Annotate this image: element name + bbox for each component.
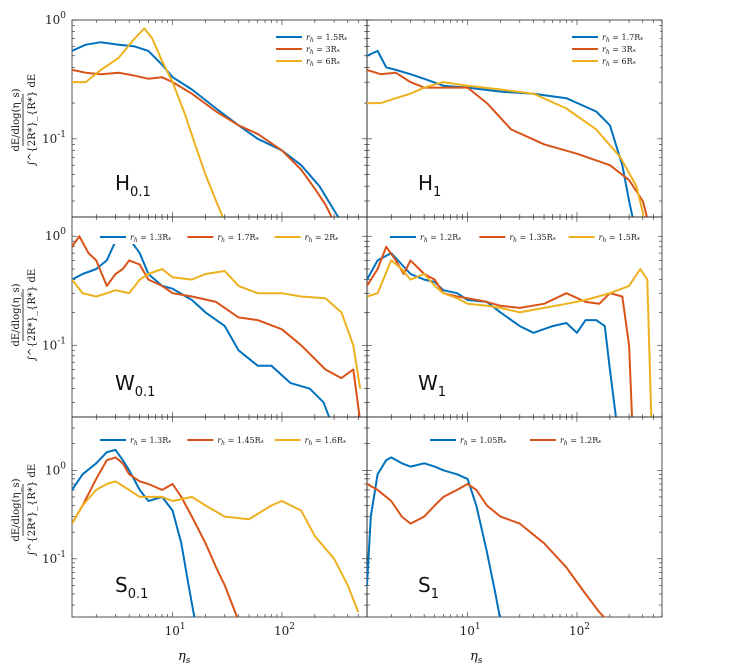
series-line-orange — [72, 456, 239, 617]
legend-entry: rh = 3R* — [602, 45, 636, 56]
panel-label: S0.1 — [115, 573, 148, 602]
legend-entry: rh = 1.3R* — [130, 436, 171, 447]
y-label-denominator: ∫^{2R*}_{R*} dE — [27, 269, 38, 361]
series-line-blue — [72, 448, 196, 617]
legend-entry: rh = 1.2R* — [420, 233, 461, 244]
legend-entry: rh = 1.6R* — [305, 436, 346, 447]
y-axis-label-row1: dE/dlog(η_s) ∫^{2R*}_{R*} dE — [11, 74, 38, 166]
panel-w01: 100 10-1 W0.1 rh = 1.3R* rh = 1.7R* rh = 2R* — [42, 216, 368, 418]
x-tick-label: 101 — [165, 622, 186, 638]
y-tick-label: 10-1 — [42, 130, 66, 146]
y-label-numerator: dE/dlog(η_s) — [11, 283, 22, 346]
x-tick-label: 102 — [274, 622, 295, 638]
legend-entry: rh = 6R* — [306, 57, 340, 68]
series-line-blue — [367, 49, 634, 217]
x-axis-label-left: ηs — [178, 649, 191, 666]
y-label-numerator: dE/dlog(η_s) — [11, 478, 22, 541]
y-label-numerator: dE/dlog(η_s) — [11, 88, 22, 151]
series-line-yellow — [72, 480, 360, 613]
x-tick-label: 101 — [460, 622, 481, 638]
x-axis-label-right: ηs — [470, 649, 483, 666]
legend: rh = 1.3R* rh = 1.7R* rh = 2R* — [100, 230, 362, 244]
panel-h1: H1 rh = 1.7R*rh = 3R*rh = 6R* — [366, 19, 663, 218]
legend: rh = 1.7R*rh = 3R*rh = 6R* — [568, 30, 660, 70]
legend-entry: rh = 1.45R* — [217, 436, 263, 447]
y-tick-label: 100 — [45, 461, 66, 477]
y-tick-label: 100 — [45, 227, 66, 243]
legend: rh = 1.3R* rh = 1.45R* rh = 1.6R* — [100, 433, 362, 447]
series-line-yellow — [367, 81, 645, 217]
legend-entry: rh = 1.3R* — [130, 233, 171, 244]
legend-entry: rh = 1.35R* — [509, 233, 555, 244]
panel-label: H1 — [418, 171, 441, 200]
series-line-blue — [72, 232, 331, 417]
series-line-yellow — [72, 268, 362, 389]
series-line-orange — [72, 68, 333, 217]
series-line-yellow — [72, 27, 224, 217]
legend-entry: rh = 1.5R* — [306, 33, 347, 44]
panel-w1: W1 rh = 1.2R* rh = 1.35R* rh = 1.5R* — [366, 216, 663, 418]
panel-h01: 100 10-1 H0.1 rh = 1.5R*rh = 3R*rh = 6R* — [42, 11, 368, 218]
panel-label: W0.1 — [115, 371, 155, 400]
legend-entry: rh = 1.7R* — [602, 33, 643, 44]
legend-entry: rh = 1.7R* — [217, 233, 258, 244]
legend: rh = 1.05R* rh = 1.2R* — [430, 433, 630, 447]
series-line-orange — [367, 68, 649, 217]
series-line-yellow — [367, 259, 653, 417]
series-line-blue — [72, 41, 340, 217]
panel-s1: 101 102 S1 rh = 1.05R* rh = 1.2R* — [366, 416, 663, 638]
axes-frame — [366, 416, 663, 618]
panel-label: W1 — [418, 371, 446, 400]
y-tick-label: 100 — [45, 11, 66, 27]
series-line-blue — [367, 456, 501, 617]
y-label-denominator: ∫^{2R*}_{R*} dE — [27, 464, 38, 556]
legend-entry: rh = 3R* — [306, 45, 340, 56]
x-tick-label: 102 — [569, 622, 590, 638]
y-axis-label-row3: dE/dlog(η_s) ∫^{2R*}_{R*} dE — [11, 464, 38, 556]
panel-label: H0.1 — [115, 171, 151, 200]
panel-label: S1 — [418, 573, 439, 602]
legend-entry: rh = 1.05R* — [460, 436, 506, 447]
y-axis-label-row2: dE/dlog(η_s) ∫^{2R*}_{R*} dE — [11, 269, 38, 361]
legend: rh = 1.2R* rh = 1.35R* rh = 1.5R* — [390, 230, 658, 244]
series-line-orange — [367, 483, 606, 617]
y-tick-label: 10-1 — [42, 550, 66, 566]
legend-entry: rh = 2R* — [305, 233, 339, 244]
y-tick-label: 10-1 — [42, 336, 66, 352]
legend-entry: rh = 1.5R* — [599, 233, 640, 244]
legend: rh = 1.5R*rh = 3R*rh = 6R* — [272, 30, 364, 70]
legend-entry: rh = 1.2R* — [560, 436, 601, 447]
legend-entry: rh = 6R* — [602, 57, 636, 68]
series-line-orange — [72, 235, 361, 417]
y-label-denominator: ∫^{2R*}_{R*} dE — [27, 74, 38, 166]
